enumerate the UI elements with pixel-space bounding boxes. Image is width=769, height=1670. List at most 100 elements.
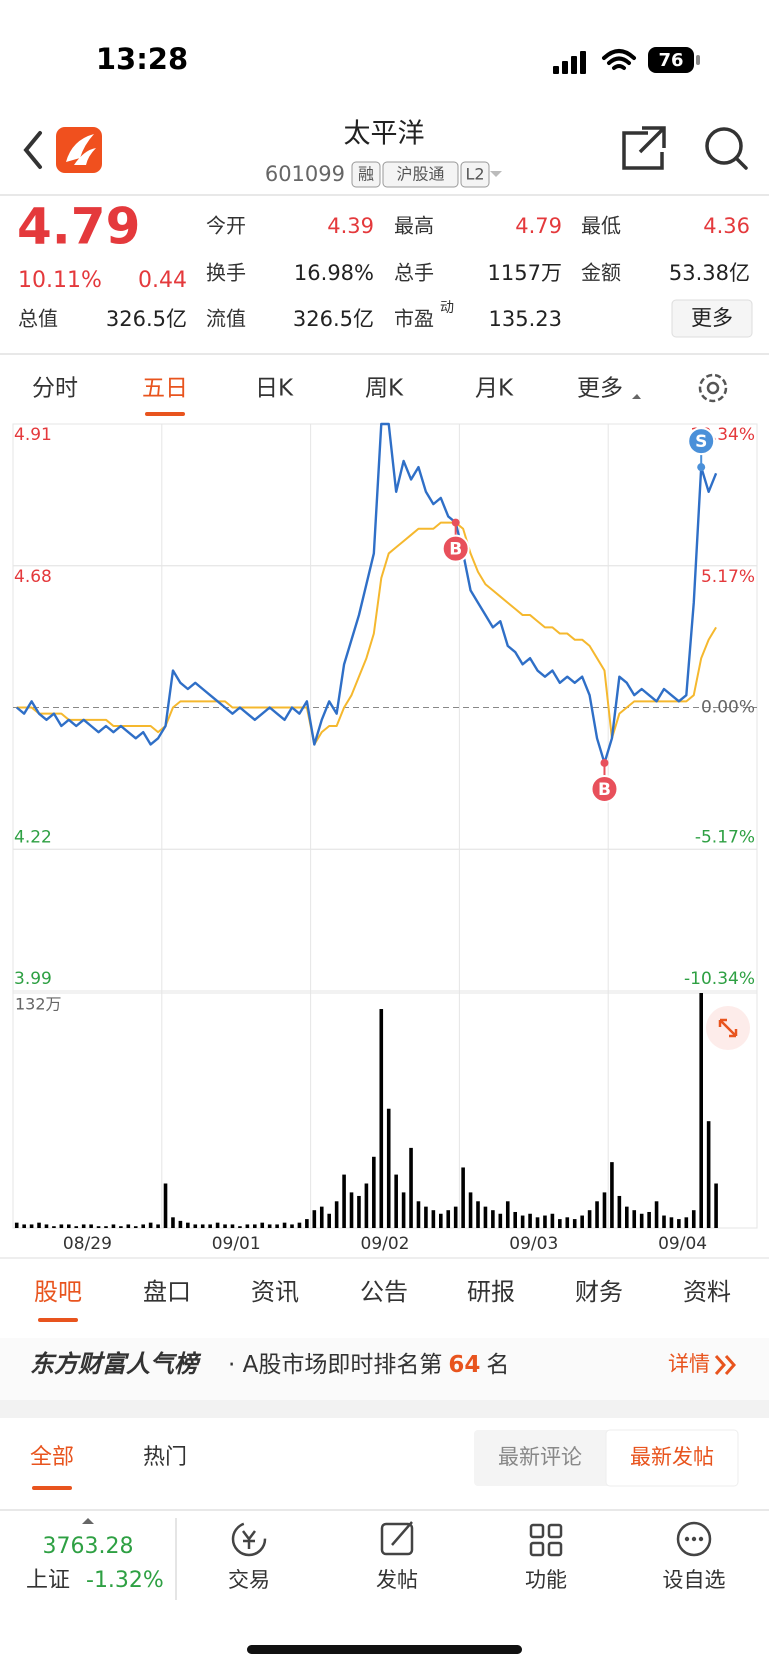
tab[interactable]: 资讯: [251, 1278, 299, 1306]
volume-bar: [52, 1226, 56, 1228]
volume-bar: [372, 1156, 376, 1228]
field-value: 4.79: [515, 214, 562, 238]
wifi: [602, 49, 636, 70]
more-button[interactable]: [671, 299, 753, 338]
volume-bar: [133, 1226, 138, 1228]
volume-bar: [319, 1206, 324, 1228]
more-label[interactable]: 更多: [691, 306, 733, 330]
nav-label[interactable]: 功能: [525, 1568, 567, 1592]
volume-bar: [424, 1206, 428, 1228]
tab[interactable]: 周K: [365, 376, 404, 402]
tab[interactable]: 资料: [683, 1278, 731, 1306]
volume-bar: [543, 1215, 547, 1228]
volume-bar: [178, 1220, 183, 1228]
volume-bar: [505, 1201, 510, 1228]
volume-bar: [312, 1210, 317, 1228]
volume-bar: [386, 1108, 391, 1228]
volume-bar: [453, 1206, 458, 1228]
tab[interactable]: 分时: [32, 376, 78, 402]
tab[interactable]: 热门: [143, 1445, 187, 1470]
volume-bar: [126, 1224, 131, 1228]
field-value: 1157万: [488, 261, 562, 285]
logo-mark: [66, 134, 96, 165]
trade-marker-label: S: [695, 432, 707, 452]
more-caret: [632, 394, 641, 399]
tab[interactable]: 盘口: [143, 1278, 191, 1306]
tab[interactable]: 五日: [142, 376, 188, 402]
volume-bar: [535, 1217, 540, 1228]
feed-tabs: 全部 热门 最新评论 最新发帖: [30, 1429, 739, 1490]
tab[interactable]: 公告: [360, 1278, 408, 1306]
tab[interactable]: 研报: [467, 1278, 515, 1306]
volume-bar: [476, 1201, 480, 1228]
field-value: 4.39: [327, 214, 374, 238]
field-label: 最低: [581, 214, 621, 238]
banner-link[interactable]: 详情: [668, 1352, 710, 1376]
volume-bar: [223, 1224, 227, 1228]
nav-label[interactable]: 设自选: [663, 1568, 726, 1592]
volume-bar: [253, 1224, 257, 1228]
dropdown[interactable]: [490, 171, 502, 177]
volume-bar: [200, 1224, 205, 1228]
tab[interactable]: 日K: [255, 376, 294, 402]
x-tick-label: 09/01: [212, 1234, 261, 1254]
battery-cap: [696, 55, 700, 65]
volume-bar: [156, 1224, 160, 1228]
volume-bar: [245, 1224, 250, 1228]
volume-bar: [22, 1224, 26, 1228]
index-caret: [82, 1518, 94, 1524]
volume-bar: [468, 1192, 473, 1228]
tab[interactable]: 月K: [475, 376, 514, 402]
volume-bar: [357, 1195, 361, 1228]
gap: [0, 1400, 769, 1418]
index-change[interactable]: -1.32%: [86, 1568, 164, 1593]
x-tick-label: 08/29: [63, 1234, 112, 1254]
chart: 4.914.684.223.9910.34%5.17%0.00%-5.17%-1…: [12, 422, 758, 1254]
last-price: 4.79: [17, 198, 140, 256]
tab[interactable]: 财务: [575, 1278, 623, 1306]
tab[interactable]: 股吧: [34, 1278, 82, 1306]
change-pct: 10.11%: [18, 268, 102, 293]
tab[interactable]: 更多: [577, 376, 623, 402]
trade-marker: [590, 774, 619, 803]
volume-bar: [186, 1222, 190, 1228]
settings-icon[interactable]: [698, 373, 728, 403]
volume-bar: [275, 1224, 279, 1228]
volume-bar: [587, 1210, 592, 1228]
sort-option[interactable]: 最新评论: [498, 1445, 582, 1469]
volume-bar: [230, 1224, 235, 1228]
index-value[interactable]: 3763.28: [43, 1534, 134, 1559]
share-icon[interactable]: [622, 126, 666, 170]
volume-bar: [379, 1009, 384, 1228]
volume-bar: [409, 1147, 413, 1228]
volume-bar: [111, 1224, 116, 1228]
volume-bar: [639, 1213, 644, 1228]
volume-bar: [714, 1183, 718, 1228]
y2-tick-label: 0.00%: [701, 698, 755, 718]
nav-label[interactable]: 发帖: [376, 1568, 418, 1592]
banner-rank: 64: [448, 1352, 480, 1378]
volume-bar: [625, 1206, 629, 1228]
quote-fields: 今开 4.39 最高 4.79 最低 4.36 换手 16.98% 总手 1157万 金额 53.38…: [18, 214, 750, 332]
volume-bar: [59, 1224, 64, 1228]
volume-bar: [416, 1201, 421, 1228]
volume-bar: [364, 1183, 369, 1228]
index-name[interactable]: 上证: [26, 1568, 70, 1593]
battery-level: 76: [658, 50, 683, 71]
tab[interactable]: 全部: [30, 1445, 74, 1470]
volume-bar: [282, 1222, 287, 1228]
volume-bar: [513, 1211, 517, 1228]
sort-option[interactable]: 最新发帖: [630, 1445, 714, 1469]
volume-bar: [119, 1226, 123, 1228]
back-button[interactable]: [23, 131, 42, 169]
nav-label[interactable]: 交易: [228, 1568, 270, 1592]
volume-bar: [565, 1217, 570, 1228]
field-label: 市盈: [394, 307, 434, 331]
x-tick-label: 09/02: [361, 1234, 410, 1254]
volume-bar: [171, 1217, 175, 1228]
banner-text: · A股市场即时排名第 64 名: [228, 1352, 509, 1378]
search-icon[interactable]: [705, 127, 743, 165]
field-value: 326.5亿: [106, 307, 187, 331]
badge: [460, 161, 490, 188]
